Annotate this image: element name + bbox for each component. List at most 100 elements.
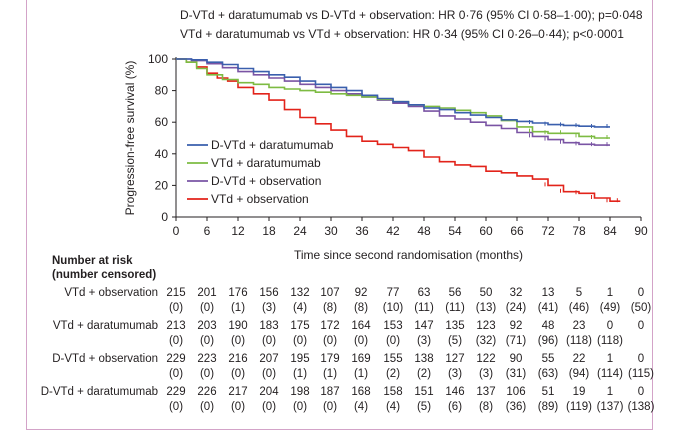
risk-at-risk-cell: 22 [572, 353, 586, 365]
risk-censored-cell: (6) [447, 401, 463, 413]
risk-at-risk-cell: 217 [228, 386, 248, 398]
risk-censored-cell: (0) [292, 401, 308, 413]
hr-annotation-1: D-VTd + daratumumab vs D-VTd + observati… [180, 8, 643, 22]
risk-at-risk-cell: 90 [509, 353, 523, 365]
risk-at-risk-cell: 122 [476, 353, 496, 365]
risk-censored-cell: (0) [230, 335, 246, 347]
risk-censored-cell: (119) [566, 401, 592, 413]
risk-at-risk-cell: 153 [383, 320, 403, 332]
risk-at-risk-cell: 226 [197, 386, 217, 398]
risk-at-risk-cell: 123 [476, 320, 496, 332]
risk-at-risk-cell: 23 [572, 320, 586, 332]
series-line-1 [176, 58, 610, 128]
risk-at-risk-cell: 179 [320, 353, 340, 365]
risk-at-risk-cell: 0 [637, 287, 645, 299]
risk-censored-cell: (0) [261, 368, 277, 380]
risk-censored-cell: (0) [230, 368, 246, 380]
legend-label-1: D-VTd + daratumumab [211, 138, 334, 152]
risk-at-risk-cell: 63 [417, 287, 431, 299]
risk-at-risk-cell: 215 [166, 287, 186, 299]
risk-censored-cell: (11) [445, 302, 465, 314]
risk-censored-cell: (0) [199, 302, 215, 314]
risk-at-risk-cell: 195 [290, 353, 310, 365]
risk-at-risk-cell: 1 [606, 353, 614, 365]
y-tick-label: 80 [155, 84, 169, 98]
x-tick-label: 72 [541, 224, 555, 238]
risk-at-risk-cell: 198 [290, 386, 310, 398]
y-tick-label: 20 [155, 178, 169, 192]
risk-at-risk-cell: 13 [541, 287, 555, 299]
x-tick-label: 12 [231, 224, 245, 238]
risk-censored-cell: (0) [168, 368, 184, 380]
risk-censored-cell: (118) [597, 335, 623, 347]
risk-censored-cell: (115) [628, 368, 654, 380]
risk-censored-cell: (96) [537, 335, 559, 347]
risk-at-risk-cell: 56 [448, 287, 462, 299]
risk-censored-cell: (0) [353, 335, 369, 347]
risk-at-risk-cell: 213 [166, 320, 186, 332]
x-tick-label: 6 [204, 224, 211, 238]
risk-censored-cell: (0) [261, 335, 277, 347]
risk-censored-cell: (0) [322, 335, 338, 347]
risk-at-risk-cell: 0 [606, 320, 614, 332]
risk-censored-cell: (32) [475, 335, 497, 347]
risk-censored-cell: (13) [475, 302, 497, 314]
y-tick-label: 40 [155, 147, 169, 161]
risk-censored-cell: (94) [568, 368, 590, 380]
risk-at-risk-cell: 203 [197, 320, 217, 332]
risk-at-risk-cell: 50 [479, 287, 493, 299]
risk-at-risk-cell: 216 [228, 353, 248, 365]
x-tick-label: 42 [386, 224, 400, 238]
risk-censored-cell: (0) [385, 335, 401, 347]
risk-censored-cell: (1) [322, 368, 338, 380]
x-tick-label: 66 [510, 224, 524, 238]
risk-censored-cell: (49) [599, 302, 621, 314]
risk-at-risk-cell: 55 [541, 353, 555, 365]
risk-at-risk-cell: 204 [259, 386, 279, 398]
risk-censored-cell: (3) [261, 302, 277, 314]
y-tick-label: 100 [148, 52, 168, 66]
risk-at-risk-cell: 168 [351, 386, 371, 398]
y-tick-label: 60 [155, 115, 169, 129]
risk-at-risk-cell: 175 [290, 320, 310, 332]
risk-at-risk-cell: 0 [637, 386, 645, 398]
risk-at-risk-cell: 5 [575, 287, 583, 299]
risk-censored-cell: (8) [322, 302, 338, 314]
risk-table-title: Number at risk (number censored) [52, 254, 156, 282]
risk-censored-cell: (3) [478, 368, 494, 380]
risk-at-risk-cell: 48 [541, 320, 555, 332]
x-tick-label: 78 [572, 224, 586, 238]
risk-at-risk-cell: 106 [506, 386, 526, 398]
legend-label-3: D-VTd + observation [211, 174, 321, 188]
risk-censored-cell: (137) [596, 401, 624, 413]
risk-censored-cell: (89) [537, 401, 559, 413]
risk-at-risk-cell: 151 [414, 386, 434, 398]
risk-at-risk-cell: 92 [509, 320, 523, 332]
figure-frame [26, 0, 653, 430]
risk-censored-cell: (3) [447, 368, 463, 380]
legend-label-4: VTd + observation [211, 192, 309, 206]
risk-at-risk-cell: 146 [445, 386, 465, 398]
x-tick-label: 60 [479, 224, 493, 238]
risk-at-risk-cell: 164 [351, 320, 371, 332]
risk-at-risk-cell: 137 [476, 386, 496, 398]
risk-censored-cell: (41) [537, 302, 559, 314]
risk-censored-cell: (24) [505, 302, 527, 314]
risk-at-risk-cell: 127 [445, 353, 465, 365]
risk-at-risk-cell: 19 [572, 386, 586, 398]
risk-censored-cell: (0) [199, 335, 215, 347]
risk-at-risk-cell: 92 [354, 287, 368, 299]
risk-censored-cell: (8) [478, 401, 494, 413]
risk-censored-cell: (1) [292, 368, 308, 380]
risk-at-risk-cell: 229 [166, 353, 186, 365]
risk-row-label: D-VTd + observation [52, 353, 158, 365]
risk-at-risk-cell: 156 [259, 287, 279, 299]
risk-at-risk-cell: 135 [445, 320, 465, 332]
x-tick-label: 48 [417, 224, 431, 238]
risk-censored-cell: (11) [414, 302, 434, 314]
x-tick-label: 30 [324, 224, 338, 238]
risk-censored-cell: (8) [353, 302, 369, 314]
risk-at-risk-cell: 0 [637, 353, 645, 365]
legend-label-2: VTd + daratumumab [211, 156, 321, 170]
x-tick-label: 84 [603, 224, 617, 238]
